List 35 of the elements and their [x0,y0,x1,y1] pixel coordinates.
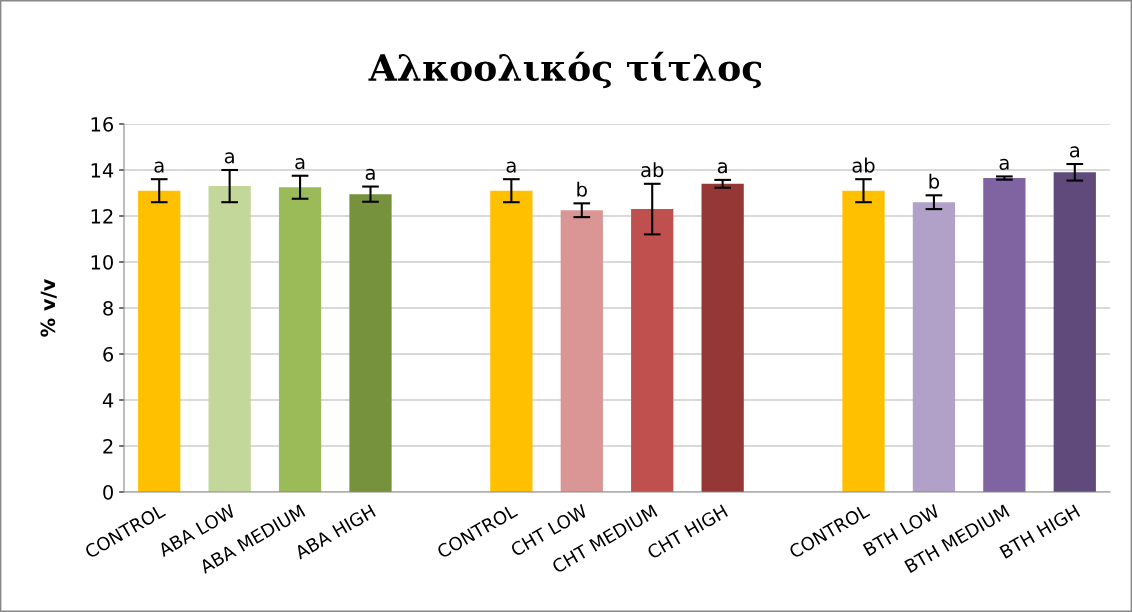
data-label: b [929,173,940,189]
bar [842,190,885,492]
chart-title: Αλκοολικός τίτλος [368,51,762,89]
data-label: a [365,168,375,181]
data-label: a [154,161,164,173]
data-label: ab [641,162,664,178]
bar [560,210,603,492]
y-tick-label: 16 [91,116,114,132]
data-label: a [295,158,305,170]
y-tick-label: 10 [91,254,113,270]
y-tick-label: 0 [103,484,113,500]
y-tick-label: 6 [103,346,114,362]
data-label: a [1069,146,1079,158]
bar [701,183,744,492]
bar [1053,172,1096,492]
data-label: a [717,162,727,174]
data-label: ab [852,157,875,173]
y-tick-label: 12 [91,208,113,224]
bar [983,178,1026,492]
y-axis-title: % v/v [40,278,57,337]
y-tick-label: 14 [91,163,114,178]
bar [631,209,674,492]
bar [208,186,251,492]
bar [278,187,322,492]
data-label: a [999,158,1009,170]
data-label: a [224,152,234,164]
bar [138,190,181,492]
data-label: a [506,161,516,173]
bar [912,202,956,492]
y-tick-label: 2 [103,438,113,454]
data-label: b [577,181,587,197]
bar [349,194,392,492]
bar [490,190,533,492]
y-tick-label: 8 [103,300,113,316]
y-tick-label: 4 [102,393,114,408]
